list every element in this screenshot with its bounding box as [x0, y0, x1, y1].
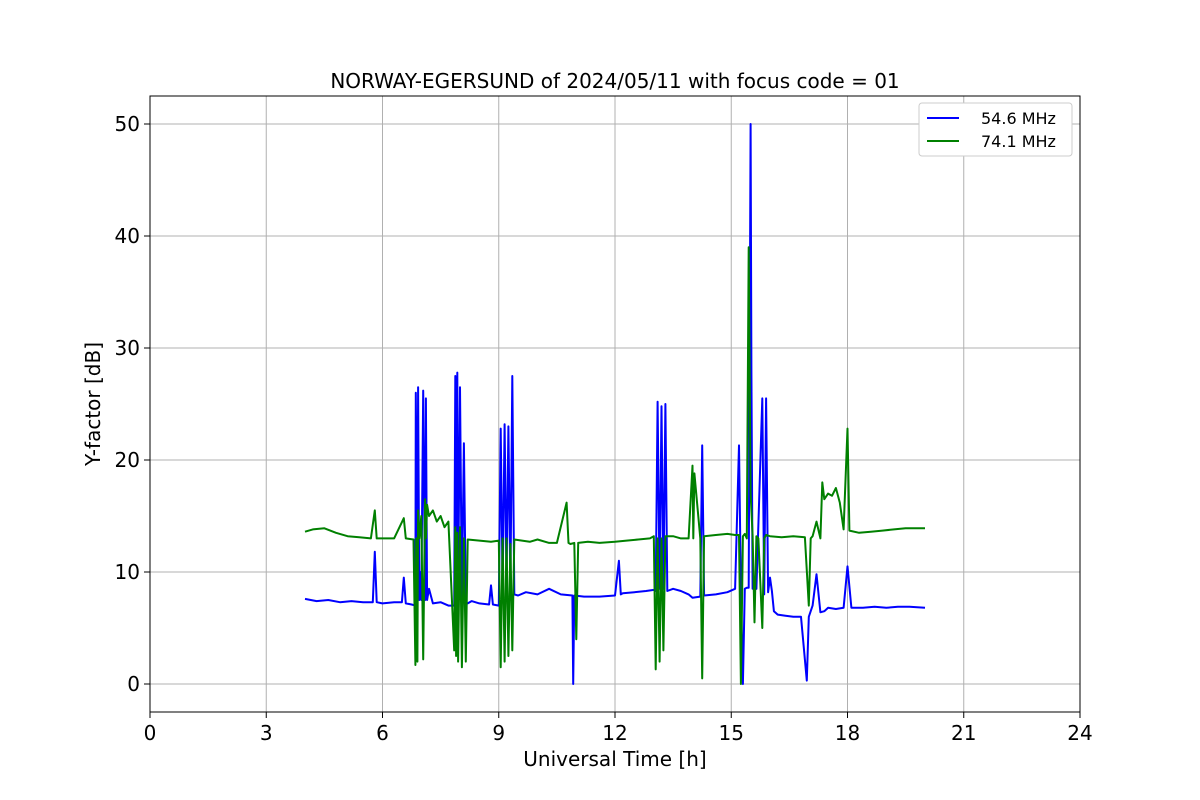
x-tick-label: 9 — [492, 721, 505, 745]
x-tick-label: 6 — [376, 721, 389, 745]
legend-box — [918, 102, 1073, 157]
y-axis-label: Y-factor [dB] — [81, 342, 105, 467]
x-tick-label: 3 — [260, 721, 273, 745]
y-tick-label: 50 — [115, 112, 140, 136]
x-axis-label: Universal Time [h] — [523, 747, 706, 771]
x-tick-label: 12 — [602, 721, 627, 745]
y-tick-label: 20 — [115, 448, 140, 472]
y-tick-label: 10 — [115, 560, 140, 584]
x-tick-label: 15 — [719, 721, 744, 745]
ticks-layer: 0 3 6 9 12 15 18 21 24 0 10 20 30 40 50 — [115, 112, 1093, 745]
x-tick-label: 0 — [144, 721, 157, 745]
legend: 54.6 MHz 74.1 MHz — [918, 102, 1073, 157]
x-tick-label: 24 — [1067, 721, 1092, 745]
chart-title: NORWAY-EGERSUND of 2024/05/11 with focus… — [330, 69, 899, 93]
legend-label: 74.1 MHz — [981, 132, 1056, 151]
series-line-74-1-mhz — [304, 246, 925, 685]
series-layer — [304, 123, 926, 685]
x-tick-label: 21 — [951, 721, 976, 745]
y-tick-label: 40 — [115, 224, 140, 248]
y-tick-label: 30 — [115, 336, 140, 360]
y-tick-label: 0 — [127, 672, 140, 696]
legend-label: 54.6 MHz — [981, 109, 1056, 128]
x-tick-label: 18 — [835, 721, 860, 745]
